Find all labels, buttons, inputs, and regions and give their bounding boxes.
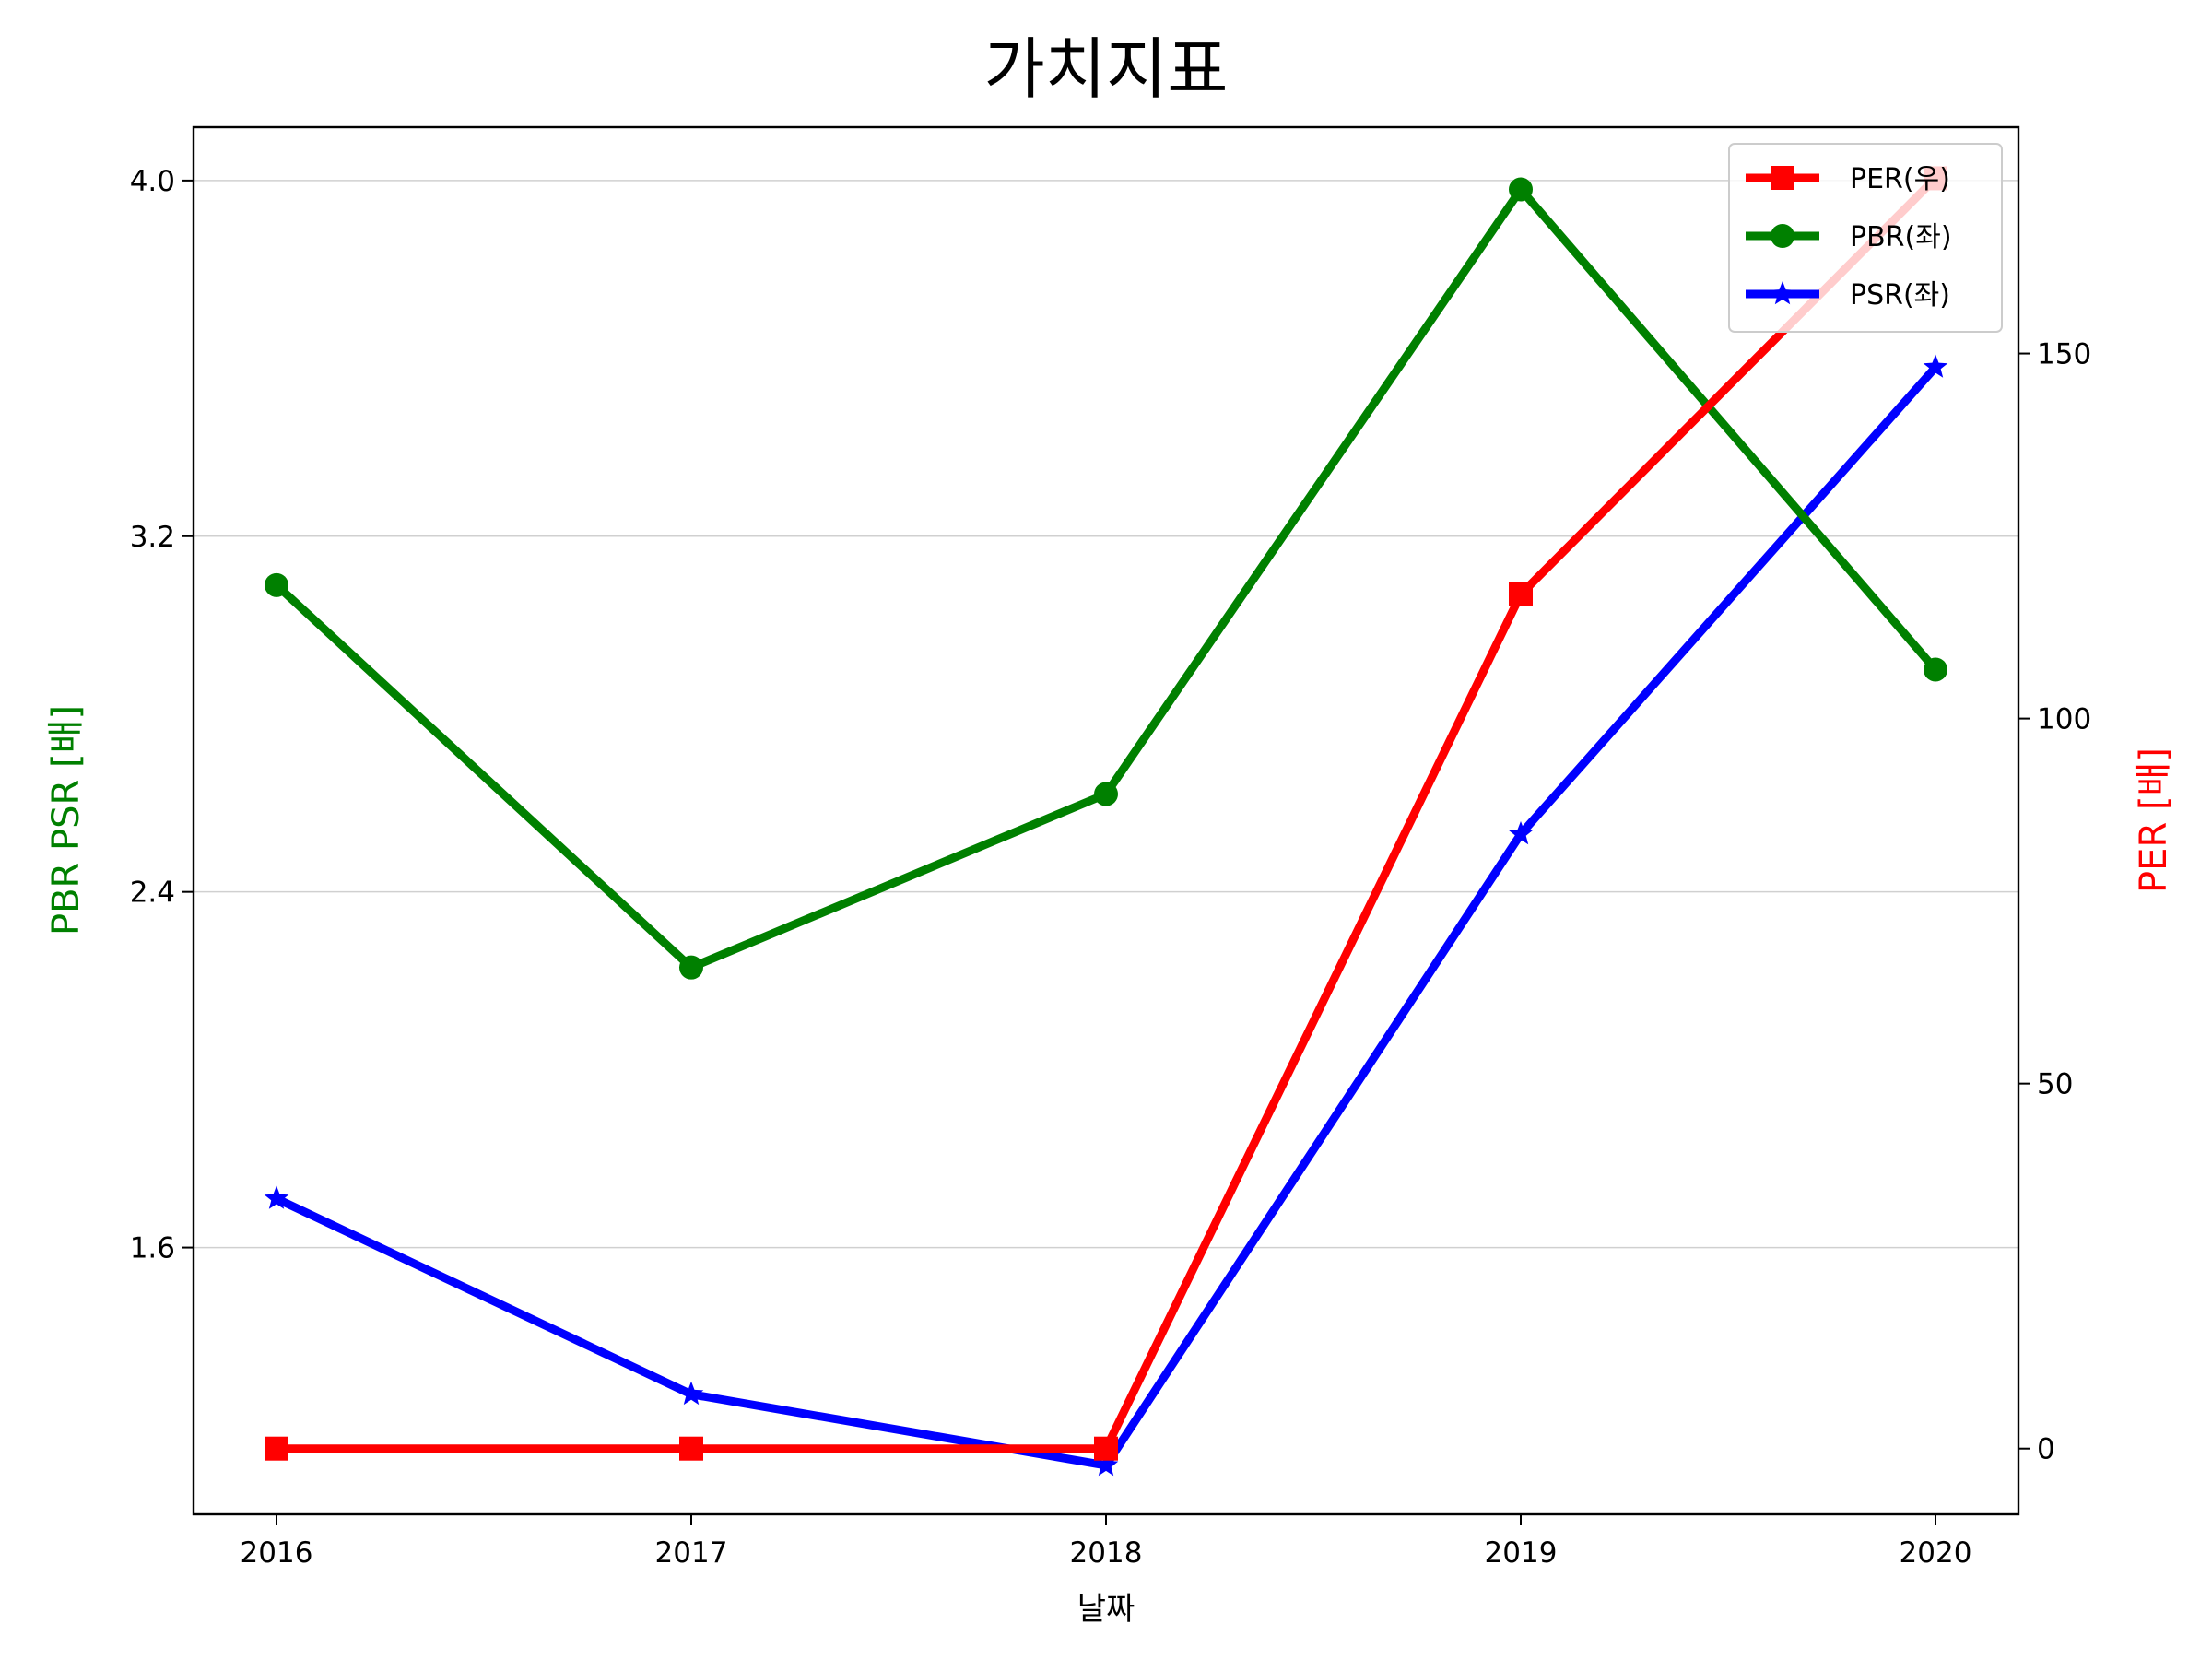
- y-right-tick-label: 50: [2037, 1068, 2073, 1101]
- x-tick-label: 2020: [1900, 1536, 1972, 1570]
- data-point-psr: [1093, 1452, 1119, 1477]
- series-layer: [264, 166, 1948, 1477]
- data-point-psr: [264, 1185, 289, 1209]
- data-point-per: [1094, 1436, 1118, 1461]
- data-point-pbr: [265, 572, 288, 597]
- y-left-tick-label: 4.0: [130, 165, 175, 198]
- legend-marker: [1771, 224, 1794, 248]
- data-point-per: [1509, 582, 1533, 606]
- y-left-tick-label: 3.2: [130, 521, 175, 554]
- y-axis-label-left: PBR PSR [배]: [45, 705, 88, 935]
- data-point-per: [679, 1436, 703, 1461]
- data-point-per: [265, 1436, 288, 1461]
- legend-label: PER(우): [1850, 163, 1950, 195]
- series-per: [265, 166, 1947, 1461]
- y-right-tick-label: 100: [2037, 703, 2091, 736]
- data-point-psr: [1923, 354, 1948, 378]
- legend: PER(우) PBR(좌) PSR(좌): [1728, 143, 2003, 333]
- chart-title: 가치지표: [984, 30, 1229, 108]
- y-axis-label-right: PER [배]: [2133, 747, 2175, 893]
- data-point-psr: [678, 1381, 704, 1406]
- x-tick-label: 2016: [241, 1536, 313, 1570]
- x-tick-label: 2019: [1485, 1536, 1558, 1570]
- legend-marker: [1770, 281, 1795, 305]
- data-point-pbr: [1094, 782, 1118, 806]
- data-point-psr: [1508, 821, 1534, 845]
- legend-item-pbr: PBR(좌): [1746, 221, 1952, 253]
- x-axis-label: 날짜: [1077, 1591, 1135, 1628]
- series-pbr: [265, 177, 1947, 980]
- legend-item-psr: PSR(좌): [1746, 279, 1950, 312]
- legend-label: PBR(좌): [1850, 221, 1952, 253]
- y-right-tick-label: 0: [2037, 1433, 2055, 1466]
- data-point-pbr: [1924, 657, 1947, 682]
- y-left-tick-label: 2.4: [130, 877, 175, 910]
- x-tick-label: 2017: [655, 1536, 728, 1570]
- grid: [194, 180, 2018, 1249]
- legend-label: PSR(좌): [1850, 279, 1950, 312]
- data-point-pbr: [1509, 177, 1533, 202]
- ticks: 1.6 2.4 3.2 4.0 0 50 100 150 2016 2017 2018 2019 202…: [130, 165, 2091, 1570]
- y-left-tick-label: 1.6: [130, 1232, 175, 1265]
- legend-frame: [1728, 143, 2003, 333]
- y-right-tick-label: 150: [2037, 338, 2091, 371]
- x-tick-label: 2018: [1070, 1536, 1143, 1570]
- legend-marker: [1771, 166, 1794, 190]
- legend-item-per: PER(우): [1746, 163, 1950, 195]
- data-point-pbr: [679, 955, 703, 980]
- series-psr: [264, 354, 1948, 1477]
